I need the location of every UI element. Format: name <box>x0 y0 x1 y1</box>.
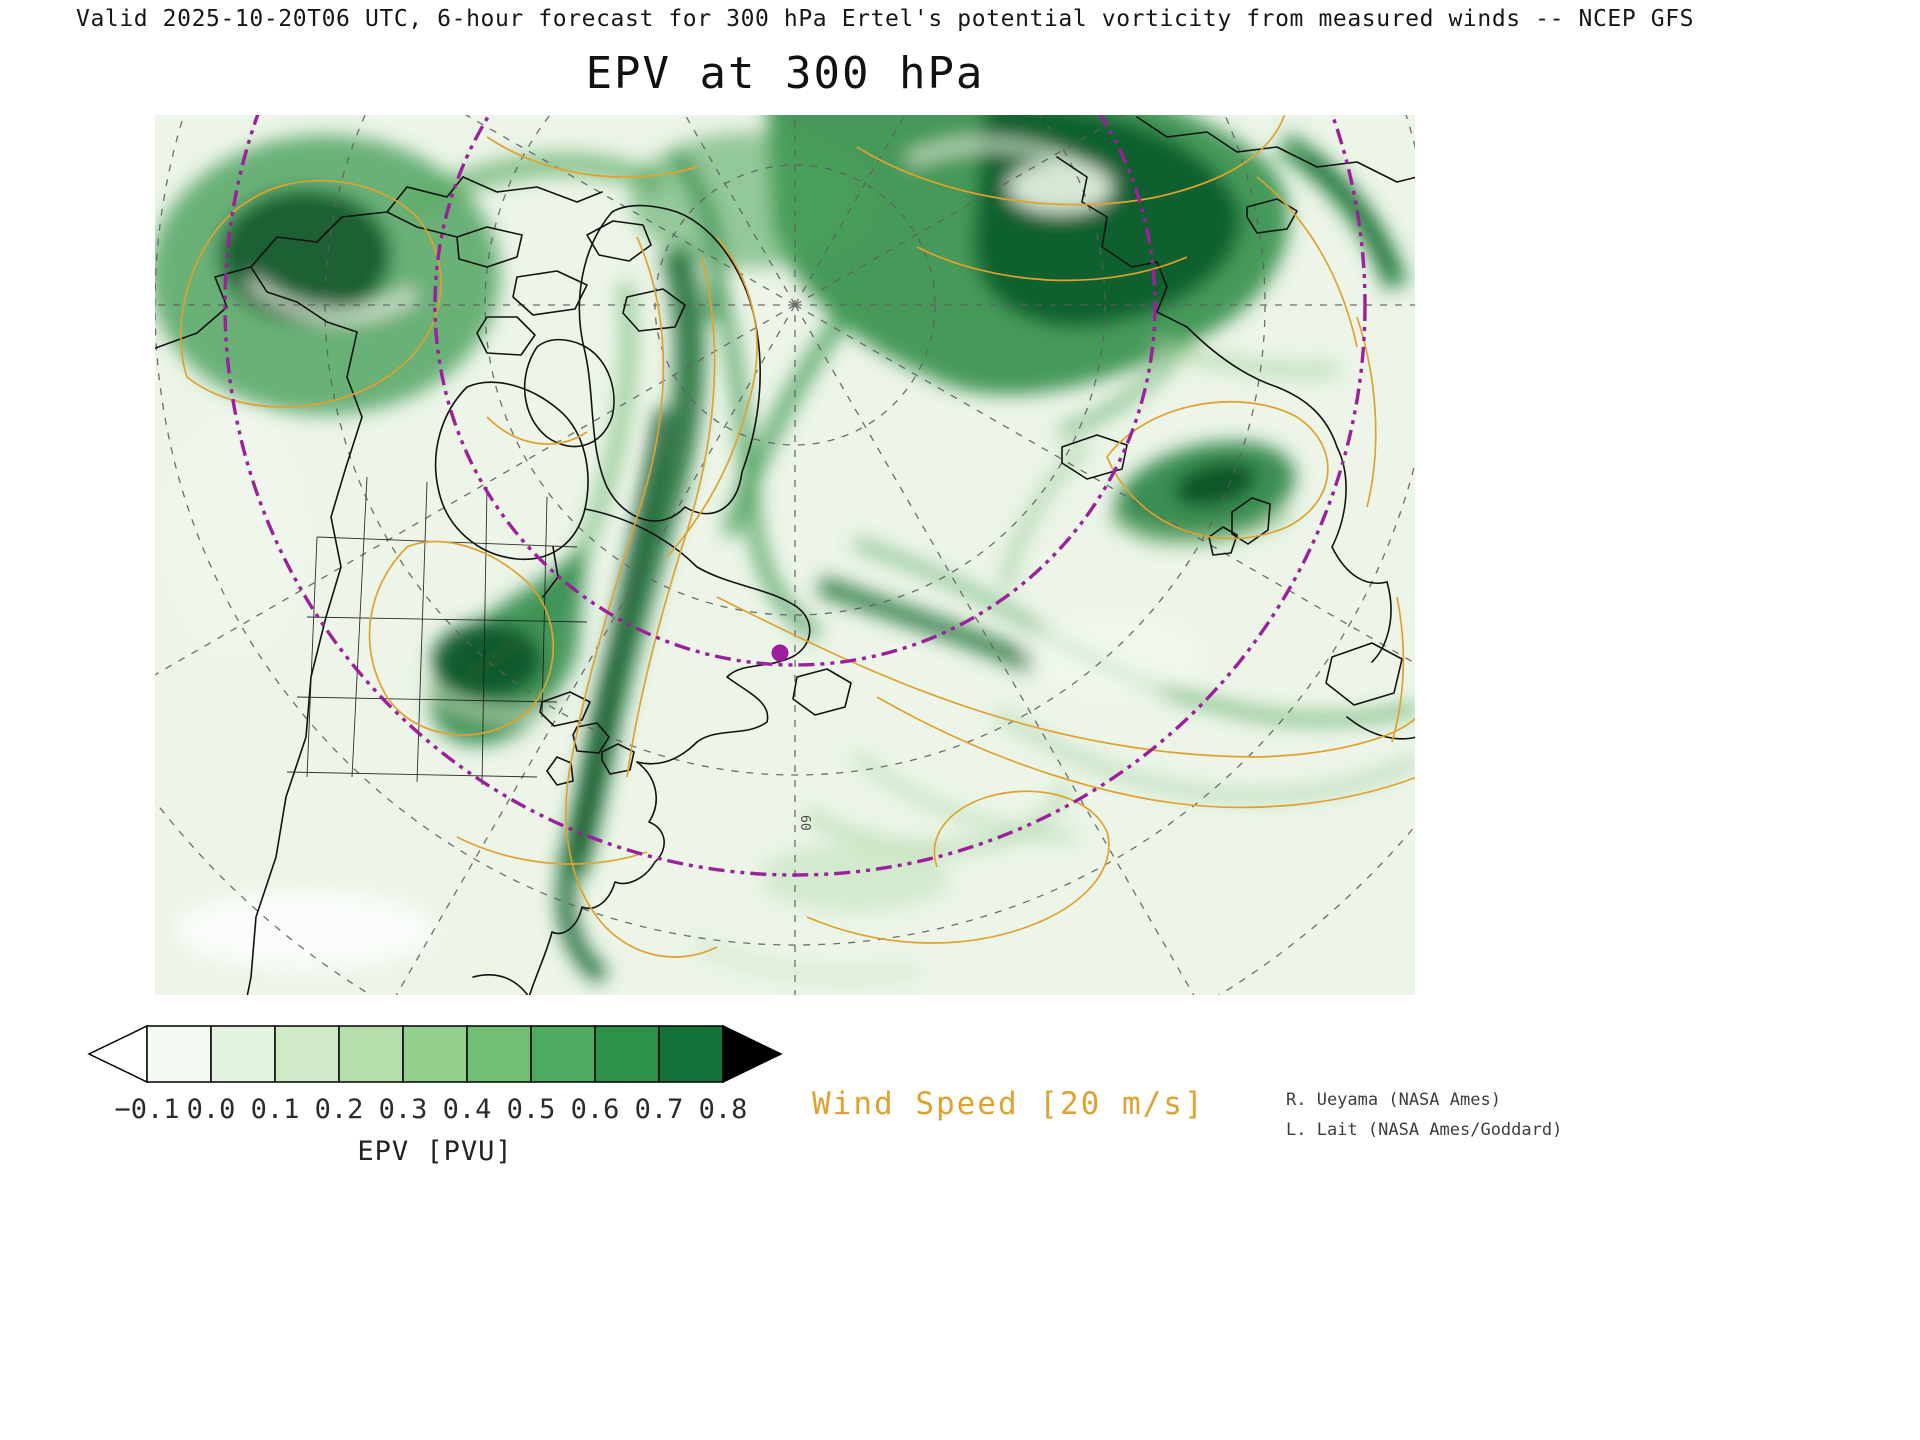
colorbar: −0.1 0.0 0.1 0.2 0.3 0.4 0.5 0.6 0.7 0.8 EPV [PVU… <box>85 1020 785 1167</box>
colorbar-label: EPV [PVU] <box>357 1136 513 1167</box>
validity-line: Valid 2025-10-20T06 UTC, 6-hour forecast… <box>76 6 1695 32</box>
credit-line: R. Ueyama (NASA Ames) <box>1286 1090 1501 1110</box>
colorbar-segment <box>466 1025 532 1083</box>
wind-speed-legend: Wind Speed [20 m/s] <box>812 1086 1205 1122</box>
graticule-label: 60 <box>797 815 812 831</box>
colorbar-svg: −0.1 0.0 0.1 0.2 0.3 0.4 0.5 0.6 0.7 0.8 <box>87 1024 783 1125</box>
credits: R. Ueyama (NASA Ames) L. Lait (NASA Ames… <box>1286 1086 1562 1146</box>
colorbar-under-arrow <box>87 1024 148 1084</box>
epv-map: 60 <box>155 115 1415 995</box>
colorbar-segment <box>594 1025 660 1083</box>
colorbar-tick-label: 0.7 <box>635 1094 684 1125</box>
colorbar-tick-label: 0.4 <box>443 1094 492 1125</box>
colorbar-tick-label: 0.6 <box>571 1094 620 1125</box>
plot-title: EPV at 300 hPa <box>585 48 985 99</box>
colorbar-segment <box>402 1025 468 1083</box>
state-boundaries <box>286 476 588 786</box>
colorbar-tick-label: −0.1 <box>114 1094 179 1125</box>
colorbar-tick-label: 0.8 <box>699 1094 748 1125</box>
colorbar-tick-label: 0.0 <box>187 1094 236 1125</box>
colorbar-over-arrow <box>722 1024 783 1084</box>
colorbar-tick-label: 0.2 <box>315 1094 364 1125</box>
colorbar-tick-label: 0.5 <box>507 1094 556 1125</box>
colorbar-segment <box>210 1025 276 1083</box>
colorbar-segment <box>530 1025 596 1083</box>
map-panel: 60 <box>155 115 1415 995</box>
colorbar-segment <box>658 1025 724 1083</box>
colorbar-tick-label: 0.3 <box>379 1094 428 1125</box>
wind-speed-contours <box>179 115 1415 958</box>
latitude-circles <box>223 115 1367 877</box>
location-marker <box>771 644 789 662</box>
colorbar-segment <box>274 1025 340 1083</box>
colorbar-segment <box>338 1025 404 1083</box>
credit-line: L. Lait (NASA Ames/Goddard) <box>1286 1119 1563 1140</box>
colorbar-tick-label: 0.1 <box>251 1094 300 1125</box>
graticule <box>155 115 1415 995</box>
coastlines <box>155 116 1415 995</box>
colorbar-segment <box>146 1025 212 1083</box>
